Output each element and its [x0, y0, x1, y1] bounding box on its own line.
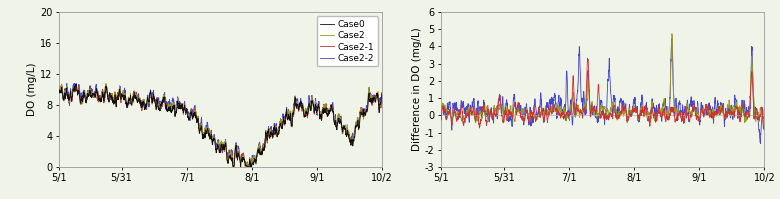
Case0	[309, 104, 318, 107]
Case2-1	[378, 95, 387, 97]
Line: Case2-1: Case2-1	[58, 84, 382, 167]
Case0	[203, 129, 212, 131]
Case0	[368, 100, 378, 102]
Case2-2	[70, 82, 80, 84]
Case2-1	[241, 166, 250, 168]
Case2	[54, 89, 63, 91]
Case2-2	[203, 123, 212, 126]
Case2	[368, 101, 378, 104]
Case0	[368, 98, 378, 101]
Case2	[368, 100, 378, 103]
Y-axis label: DO (mg/L): DO (mg/L)	[27, 63, 37, 116]
Case2	[240, 166, 250, 168]
Case2-2	[378, 91, 387, 94]
Line: Case0: Case0	[58, 84, 382, 167]
Case2-2	[229, 166, 239, 168]
Case2-1	[203, 129, 212, 131]
Case2-1	[368, 101, 378, 104]
Line: Case2-2: Case2-2	[58, 83, 382, 167]
Case2-2	[70, 87, 80, 89]
Case2-2	[54, 89, 63, 92]
Case2	[70, 88, 80, 90]
Case2-1	[211, 148, 221, 150]
Case2-1	[70, 91, 80, 93]
Case2	[309, 105, 318, 107]
Case0	[71, 83, 80, 85]
Case2-1	[309, 105, 318, 107]
Y-axis label: Difference in DO (mg/L): Difference in DO (mg/L)	[412, 28, 422, 151]
Legend: Case0, Case2, Case2-1, Case2-2: Case0, Case2, Case2-1, Case2-2	[317, 17, 378, 66]
Case0	[378, 92, 387, 94]
Case2	[203, 126, 212, 129]
Case2-1	[72, 83, 81, 85]
Case0	[229, 166, 238, 168]
Case2-2	[368, 97, 378, 99]
Case0	[54, 90, 63, 92]
Case0	[211, 150, 221, 153]
Case2-1	[54, 91, 63, 94]
Case2-2	[309, 102, 318, 105]
Case2-2	[211, 145, 221, 147]
Case2-1	[368, 99, 378, 102]
Case0	[70, 90, 80, 92]
Case2-2	[368, 97, 378, 100]
Case2	[378, 91, 387, 94]
Case2	[101, 82, 111, 85]
Line: Case2: Case2	[58, 84, 382, 167]
Case2	[211, 149, 221, 152]
